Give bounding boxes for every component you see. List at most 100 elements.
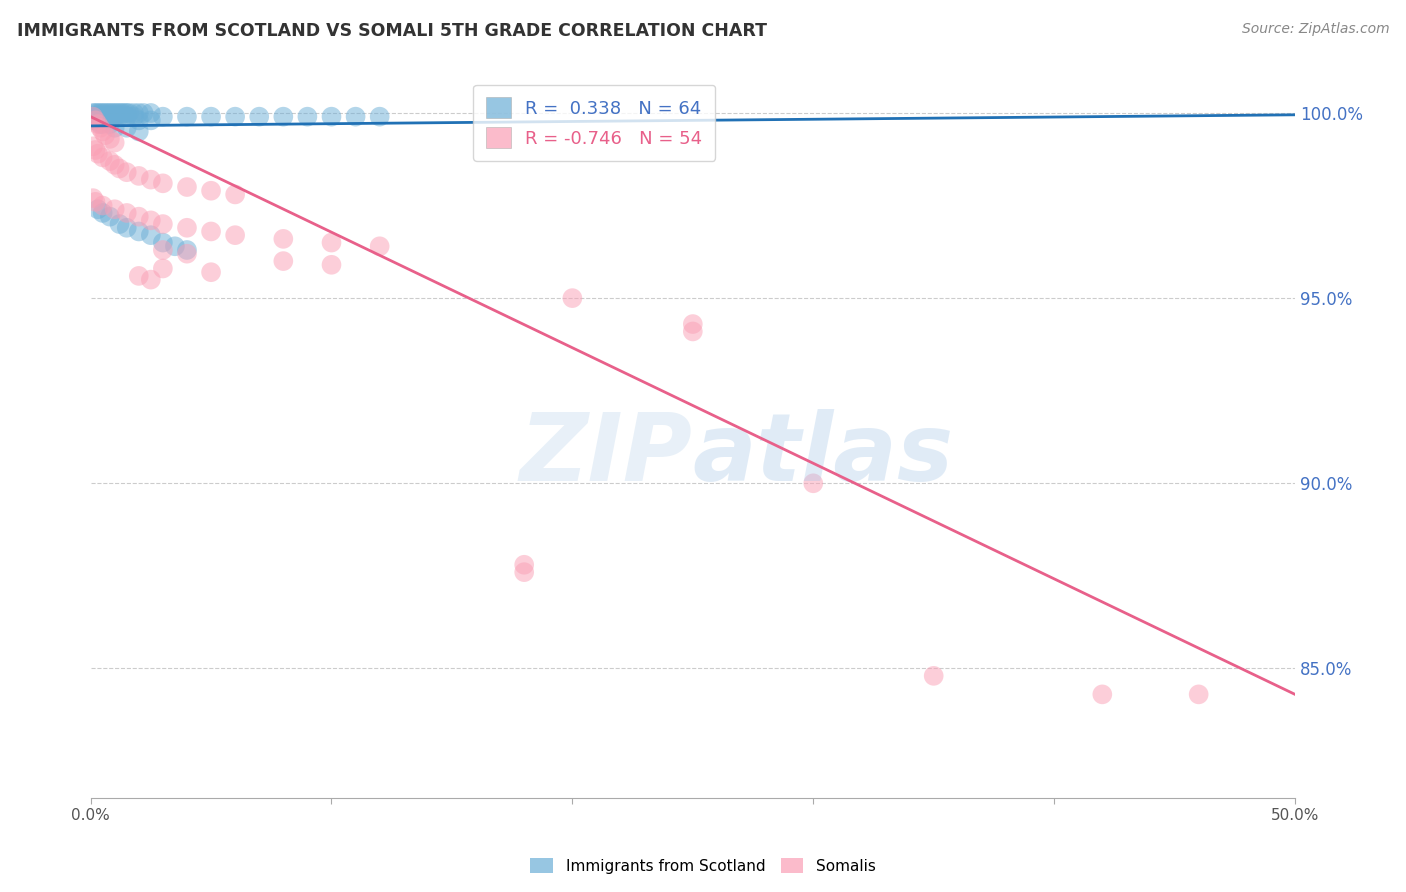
Point — [101, 110, 124, 124]
Point — [122, 110, 145, 124]
Point — [118, 106, 141, 120]
Point — [152, 217, 174, 231]
Point — [108, 110, 131, 124]
Point — [87, 106, 110, 120]
Point — [82, 110, 104, 124]
Point — [176, 220, 198, 235]
Point — [82, 113, 104, 128]
Point — [368, 110, 391, 124]
Point — [128, 268, 150, 283]
Point — [273, 110, 295, 124]
Point — [91, 150, 114, 164]
Point — [200, 265, 222, 279]
Point — [152, 235, 174, 250]
Point — [98, 110, 121, 124]
Point — [101, 106, 124, 120]
Point — [98, 210, 121, 224]
Point — [84, 113, 107, 128]
Point — [801, 476, 824, 491]
Point — [321, 110, 343, 124]
Point — [89, 110, 111, 124]
Point — [200, 110, 222, 124]
Point — [98, 117, 121, 131]
Point — [87, 146, 110, 161]
Point — [513, 558, 536, 572]
Point — [89, 120, 111, 135]
Point — [89, 106, 111, 120]
Point — [128, 106, 150, 120]
Point — [87, 202, 110, 217]
Point — [87, 110, 110, 124]
Point — [87, 117, 110, 131]
Point — [122, 106, 145, 120]
Point — [139, 113, 162, 128]
Point — [82, 139, 104, 153]
Point — [94, 128, 117, 143]
Point — [176, 243, 198, 257]
Point — [82, 191, 104, 205]
Point — [87, 113, 110, 128]
Point — [139, 172, 162, 186]
Point — [91, 206, 114, 220]
Point — [922, 669, 945, 683]
Point — [139, 213, 162, 227]
Point — [84, 143, 107, 157]
Point — [176, 246, 198, 260]
Point — [152, 261, 174, 276]
Point — [297, 110, 319, 124]
Point — [91, 198, 114, 212]
Point — [108, 161, 131, 176]
Point — [224, 110, 246, 124]
Point — [273, 254, 295, 268]
Point — [91, 106, 114, 120]
Point — [224, 187, 246, 202]
Point — [176, 180, 198, 194]
Point — [1091, 687, 1114, 701]
Point — [111, 106, 134, 120]
Point — [344, 110, 367, 124]
Point — [321, 235, 343, 250]
Point — [115, 106, 138, 120]
Text: ZIP: ZIP — [520, 409, 693, 501]
Point — [82, 110, 104, 124]
Point — [91, 117, 114, 131]
Point — [128, 224, 150, 238]
Point — [104, 136, 127, 150]
Point — [682, 325, 704, 339]
Point — [115, 165, 138, 179]
Point — [108, 217, 131, 231]
Point — [82, 106, 104, 120]
Point — [96, 110, 118, 124]
Point — [84, 113, 107, 128]
Point — [139, 228, 162, 243]
Point — [115, 110, 138, 124]
Point — [139, 272, 162, 286]
Point — [98, 132, 121, 146]
Point — [128, 210, 150, 224]
Point — [128, 113, 150, 128]
Point — [91, 110, 114, 124]
Point — [104, 158, 127, 172]
Point — [84, 194, 107, 209]
Point — [108, 106, 131, 120]
Point — [200, 224, 222, 238]
Point — [273, 232, 295, 246]
Point — [112, 106, 135, 120]
Text: atlas: atlas — [693, 409, 955, 501]
Point — [561, 291, 583, 305]
Point — [94, 106, 117, 120]
Point — [105, 106, 128, 120]
Point — [98, 154, 121, 169]
Point — [224, 228, 246, 243]
Point — [163, 239, 186, 253]
Point — [132, 106, 155, 120]
Point — [513, 565, 536, 579]
Text: Source: ZipAtlas.com: Source: ZipAtlas.com — [1241, 22, 1389, 37]
Point — [152, 243, 174, 257]
Point — [89, 117, 111, 131]
Point — [104, 202, 127, 217]
Point — [152, 177, 174, 191]
Point — [91, 124, 114, 138]
Point — [104, 106, 127, 120]
Point — [98, 106, 121, 120]
